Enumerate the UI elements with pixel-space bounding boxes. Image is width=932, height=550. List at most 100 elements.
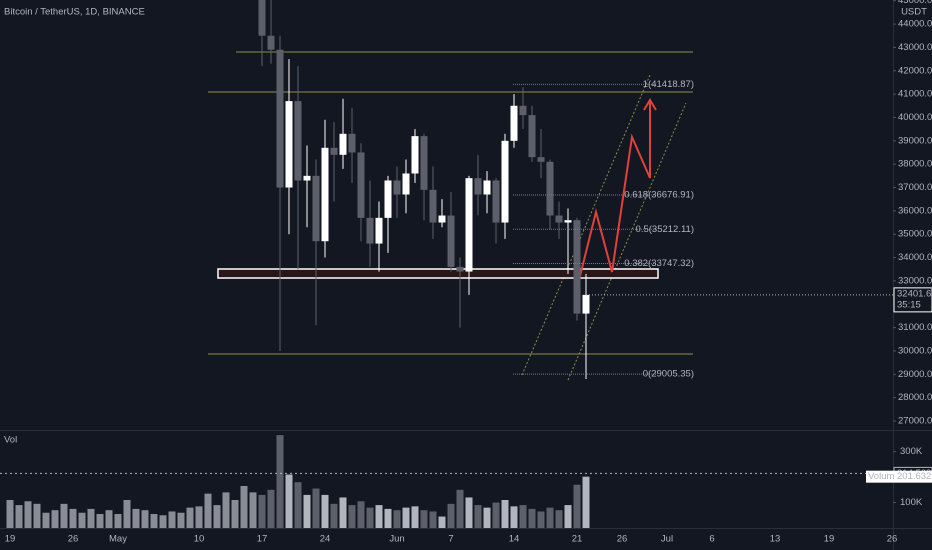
y-tick-label: 33000.00 — [898, 275, 932, 286]
volume-bar — [483, 507, 491, 528]
volume-bar — [177, 512, 185, 528]
x-tick-label: 14 — [509, 534, 520, 545]
x-tick-label: 6 — [709, 534, 714, 545]
candle-body — [447, 215, 455, 267]
y-tick-label: 29000.00 — [898, 369, 932, 380]
volume-bar — [231, 500, 239, 528]
candle-body — [519, 105, 527, 116]
volume-bar — [555, 510, 563, 528]
volume-bar — [159, 515, 167, 528]
volume-bar — [249, 492, 257, 528]
candle-body — [375, 217, 383, 244]
y-tick-label: 38000.00 — [898, 159, 932, 170]
volume-bar — [105, 510, 113, 528]
candle-body — [276, 49, 284, 188]
volume-y-tick-label: 100K — [900, 497, 923, 508]
volume-last-tag — [894, 470, 932, 483]
volume-bar — [411, 506, 419, 528]
candle-body — [258, 0, 266, 36]
candle-body — [411, 136, 419, 174]
candle-body — [366, 217, 374, 244]
x-tick-label: 13 — [770, 534, 781, 545]
volume-bar — [402, 507, 410, 528]
unit-label: USDT — [901, 7, 927, 18]
volume-bar — [213, 505, 221, 528]
candle-body — [321, 147, 329, 242]
volume-bar — [267, 489, 275, 528]
volume-bar — [42, 512, 50, 528]
candle-body — [285, 101, 293, 188]
countdown-label: 35:15 — [897, 299, 921, 310]
volume-bar — [366, 507, 374, 528]
volume-bar — [492, 502, 500, 528]
candle-body — [510, 105, 518, 141]
x-tick-label: 26 — [617, 534, 628, 545]
volume-last-tag-label: 201.632K — [897, 471, 932, 482]
volume-title: Vol — [4, 435, 17, 446]
y-tick-label: 27000.00 — [898, 416, 932, 427]
candle-body — [330, 147, 338, 155]
last-price-label: 32401.69 — [897, 288, 932, 299]
candle-body — [393, 180, 401, 195]
volume-bar — [321, 494, 329, 528]
candle-body — [348, 133, 356, 153]
candle-body — [339, 133, 347, 155]
y-tick-label: 44000.00 — [898, 19, 932, 30]
volume-bar — [168, 511, 176, 528]
volume-bar — [123, 500, 131, 528]
volume-bar — [456, 489, 464, 528]
volume-bar — [78, 512, 86, 528]
volume-bar — [132, 508, 140, 528]
x-tick-label: May — [109, 534, 127, 545]
volume-bar — [114, 514, 122, 528]
volume-bar — [429, 511, 437, 528]
volume-bar — [438, 516, 446, 528]
volume-y-tick-label: 300K — [900, 446, 923, 457]
volume-bar — [276, 435, 284, 528]
volume-bar — [528, 508, 536, 528]
fib-level-label: 1(41418.87) — [643, 79, 694, 90]
volume-bar — [294, 482, 302, 528]
volume-bar — [222, 492, 230, 528]
volume-bar — [312, 488, 320, 528]
y-tick-label: 40000.00 — [898, 112, 932, 123]
y-tick-label: 42000.00 — [898, 65, 932, 76]
candle-body — [537, 157, 545, 162]
volume-bar — [537, 511, 545, 528]
volume-last-name-tag — [866, 470, 894, 483]
volume-bar — [195, 506, 203, 528]
volume-bar — [141, 510, 149, 528]
x-tick-label: Jul — [661, 534, 673, 545]
volume-bar — [285, 474, 293, 528]
volume-bar — [96, 514, 104, 528]
volume-bar — [573, 484, 581, 528]
volume-bar — [186, 507, 194, 528]
y-tick-label: 37000.00 — [898, 182, 932, 193]
y-tick-label: 31000.00 — [898, 322, 932, 333]
volume-bar — [204, 493, 212, 528]
volume-bar — [60, 503, 68, 528]
volume-bar — [465, 497, 473, 528]
fib-level-label: 0.618(36676.91) — [624, 190, 694, 201]
chart-title: Bitcoin / TetherUS, 1D, BINANCE — [4, 7, 145, 18]
volume-bar — [258, 494, 266, 528]
x-tick-label: 26 — [887, 534, 898, 545]
volume-bar — [501, 500, 509, 528]
projection-arrowhead — [643, 98, 657, 111]
volume-bar — [384, 508, 392, 528]
volume-bar — [420, 510, 428, 528]
candle-body — [420, 136, 428, 190]
volume-bar — [6, 500, 14, 528]
candle-body — [582, 294, 590, 314]
candle-body — [465, 178, 473, 272]
candle-body — [303, 175, 311, 181]
y-tick-label: 35000.00 — [898, 229, 932, 240]
candle-body — [429, 189, 437, 223]
volume-bar — [150, 514, 158, 528]
y-tick-label: 39000.00 — [898, 135, 932, 146]
volume-bar — [393, 510, 401, 528]
candle-body — [438, 215, 446, 223]
volume-bar — [15, 505, 23, 528]
volume-bar — [33, 503, 41, 528]
volume-bar — [69, 508, 77, 528]
